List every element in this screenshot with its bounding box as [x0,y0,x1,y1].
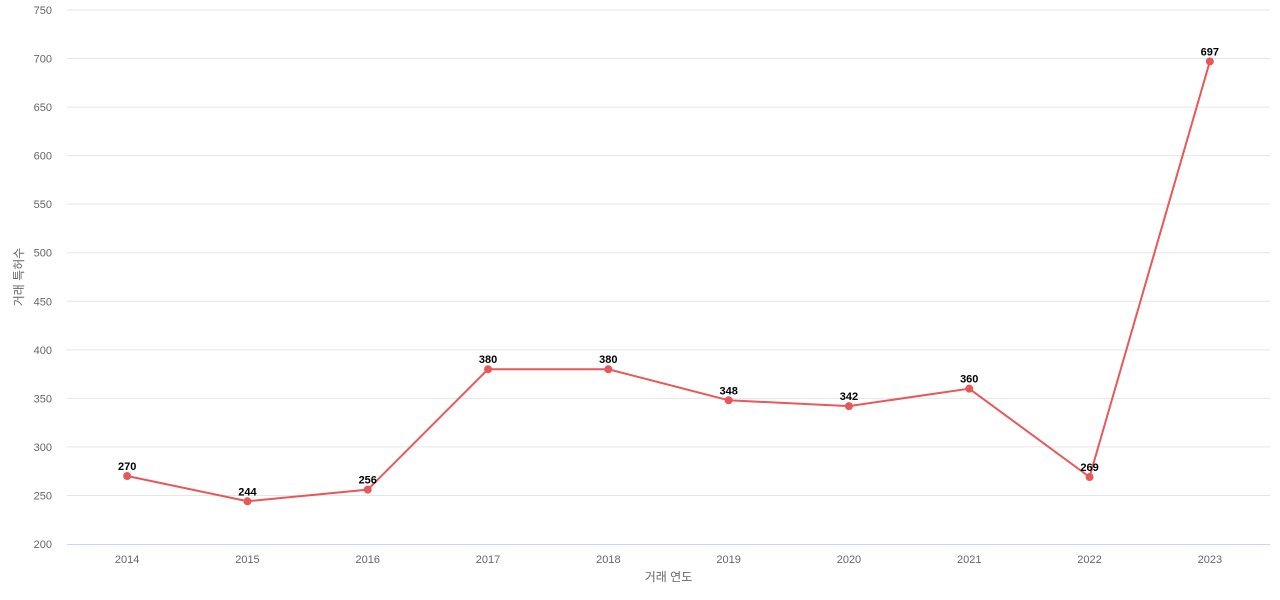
y-tick-label: 350 [34,393,52,405]
x-tick-label: 2020 [837,554,861,566]
x-tick-label: 2018 [596,554,620,566]
data-label: 342 [840,391,858,403]
y-tick-label: 550 [34,199,52,211]
y-tick-label: 600 [34,151,52,163]
x-tick-label: 2019 [716,554,740,566]
data-labels: 270 244 256 380 380 348 342 360 269 697 [118,46,1219,498]
series-line [126,61,1211,503]
data-point [363,485,372,494]
y-axis-title: 거래 특허수 [12,248,26,307]
y-axis-ticks: 200 250 300 350 400 450 500 550 600 650 700 750 [34,5,52,551]
x-tick-label: 2023 [1198,554,1222,566]
x-tick-label: 2014 [115,554,139,566]
data-point [724,396,733,405]
y-tick-label: 450 [34,296,52,308]
y-tick-label: 700 [34,54,52,66]
data-point [844,402,853,411]
y-tick-label: 500 [34,248,52,260]
data-label: 380 [479,354,497,366]
data-label: 697 [1201,46,1219,58]
y-tick-label: 300 [34,442,52,454]
x-tick-label: 2017 [476,554,500,566]
data-point [604,365,613,374]
y-tick-label: 400 [34,345,52,357]
data-point [123,472,132,481]
data-point [484,365,493,374]
data-point [1205,57,1214,66]
x-tick-label: 2015 [235,554,259,566]
data-point [243,497,252,506]
gridlines [67,9,1270,496]
data-label: 348 [719,385,737,397]
x-axis-title: 거래 연도 [645,570,693,584]
y-tick-label: 750 [34,5,52,17]
x-tick-label: 2022 [1077,554,1101,566]
data-label: 244 [238,486,257,498]
data-label: 380 [599,354,617,366]
data-label: 256 [359,475,377,487]
x-tick-label: 2016 [356,554,380,566]
series [123,57,1214,506]
data-point [965,384,974,393]
data-label: 269 [1080,462,1098,474]
y-tick-label: 250 [34,490,52,502]
data-label: 270 [118,461,136,473]
data-label: 360 [960,374,978,386]
x-axis-ticks: 2014 2015 2016 2017 2018 2019 2020 2021 2022 2023 [115,554,1222,566]
y-tick-label: 650 [34,102,52,114]
y-tick-label: 200 [34,539,52,551]
data-point [1085,473,1094,482]
x-tick-label: 2021 [957,554,981,566]
